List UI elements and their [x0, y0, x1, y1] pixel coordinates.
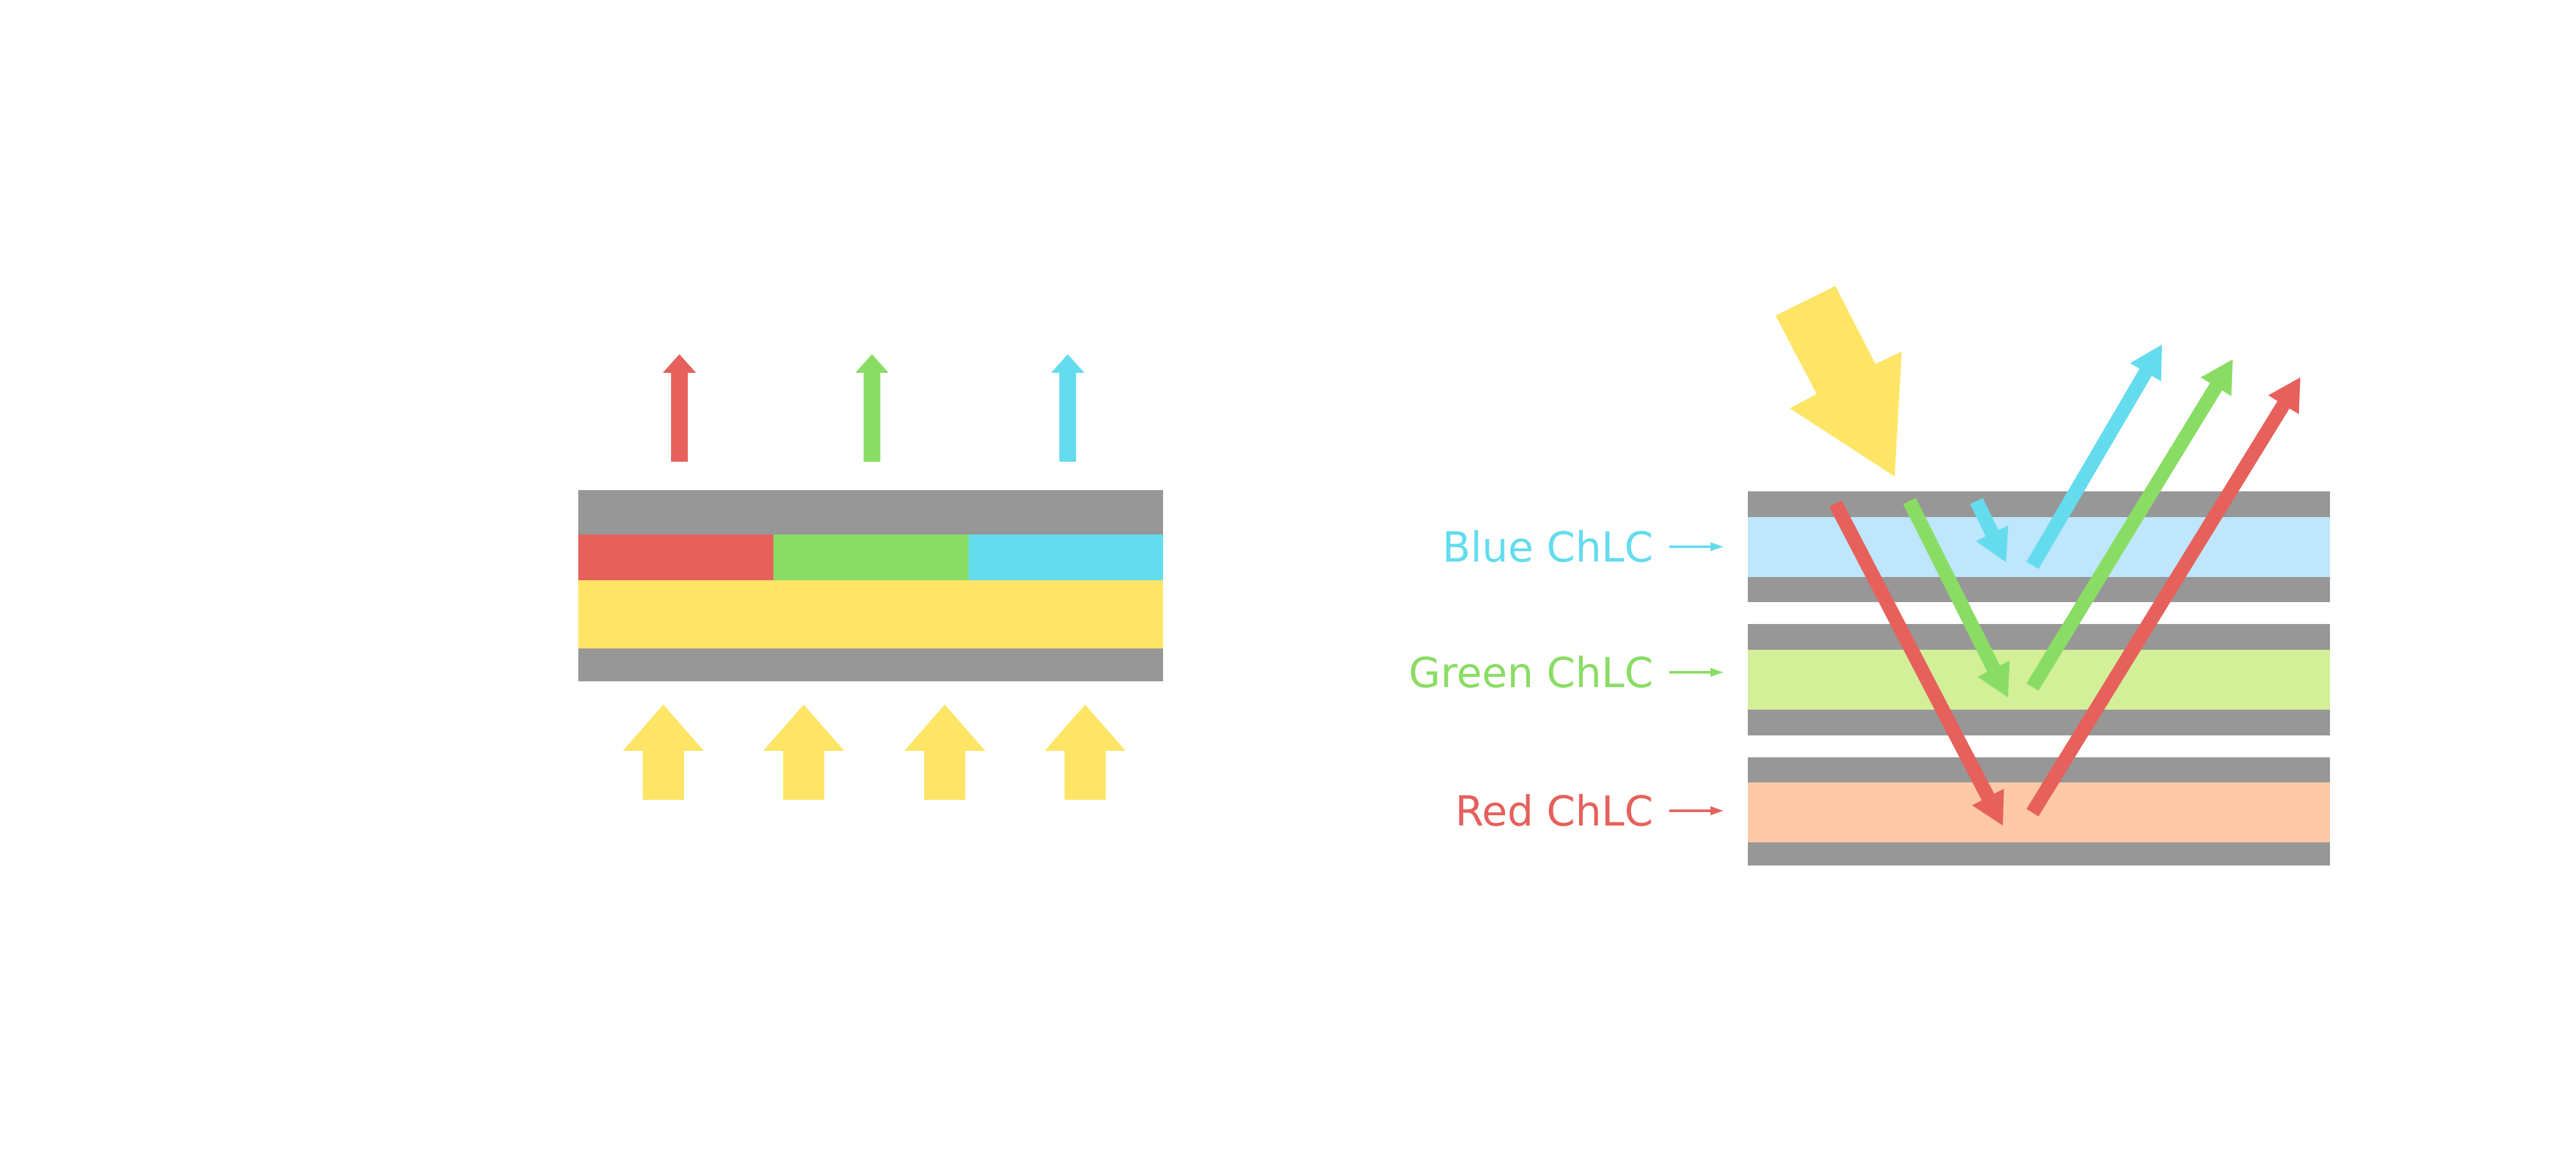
- bottom-gray-layer: [578, 648, 1163, 681]
- output-arrows: [663, 354, 1084, 462]
- red-incident-ray-arrow: [1829, 500, 2004, 826]
- blue-incident-ray-head: [1976, 525, 2009, 562]
- red-incident-ray-head: [1972, 788, 2004, 826]
- blue-output-arrow: [1051, 354, 1084, 462]
- reflection-rays: [1829, 345, 2300, 826]
- yellow-backlight-layer: [578, 580, 1163, 648]
- blue-reflected-ray-arrow: [2026, 345, 2162, 569]
- color-filter-stack: [578, 490, 1163, 681]
- incident-light-arrow: [1776, 286, 1902, 477]
- green-output-arrow: [855, 354, 889, 462]
- yellow-input-arrow: [623, 705, 704, 800]
- blue-label-pointer-arrow: [1669, 542, 1723, 551]
- red-filter-segment: [578, 534, 773, 580]
- top-gray-layer: [578, 490, 1163, 534]
- blue-incident-ray-shaft: [1970, 498, 2000, 539]
- green-reflected-ray-head: [2201, 359, 2233, 397]
- yellow-input-arrow: [1045, 705, 1126, 800]
- green-reflected-ray-arrow: [2026, 359, 2233, 691]
- red-incident-ray-shaft: [1829, 500, 1996, 803]
- blue-reflected-ray-shaft: [2026, 366, 2154, 569]
- red-reflected-ray-arrow: [2026, 377, 2300, 817]
- gray-layer: [1748, 710, 2330, 735]
- blue-filter-segment: [969, 534, 1163, 580]
- gray-layer: [1748, 757, 2330, 782]
- green-label-pointer-arrow: [1669, 668, 1723, 677]
- green-reflected-ray-shaft: [2026, 381, 2224, 691]
- blue-reflected-ray-head: [2130, 345, 2162, 382]
- yellow-input-arrow: [904, 705, 985, 800]
- green-incident-ray-arrow: [1903, 498, 2010, 697]
- green-chlc-label: Green ChLC: [1408, 650, 1653, 697]
- layer-labels: Blue ChLC Green ChLC Red ChLC: [1408, 524, 1723, 836]
- gray-layer: [1748, 842, 2330, 866]
- gray-layer: [1748, 577, 2330, 602]
- yellow-input-arrow: [763, 705, 844, 800]
- red-reflected-ray-shaft: [2026, 399, 2291, 817]
- input-light-arrows: [623, 705, 1126, 800]
- blue-incident-ray-arrow: [1970, 498, 2009, 562]
- red-chlc-label: Red ChLC: [1455, 788, 1653, 836]
- blue-chlc-label: Blue ChLC: [1442, 524, 1653, 572]
- red-output-arrow: [663, 354, 696, 462]
- green-filter-segment: [773, 534, 969, 580]
- red-label-pointer-arrow: [1669, 806, 1723, 815]
- gray-layer: [1748, 624, 2330, 650]
- green-incident-ray-head: [1977, 660, 2010, 697]
- green-incident-ray-shaft: [1903, 498, 2002, 674]
- red-reflected-ray-head: [2268, 377, 2300, 415]
